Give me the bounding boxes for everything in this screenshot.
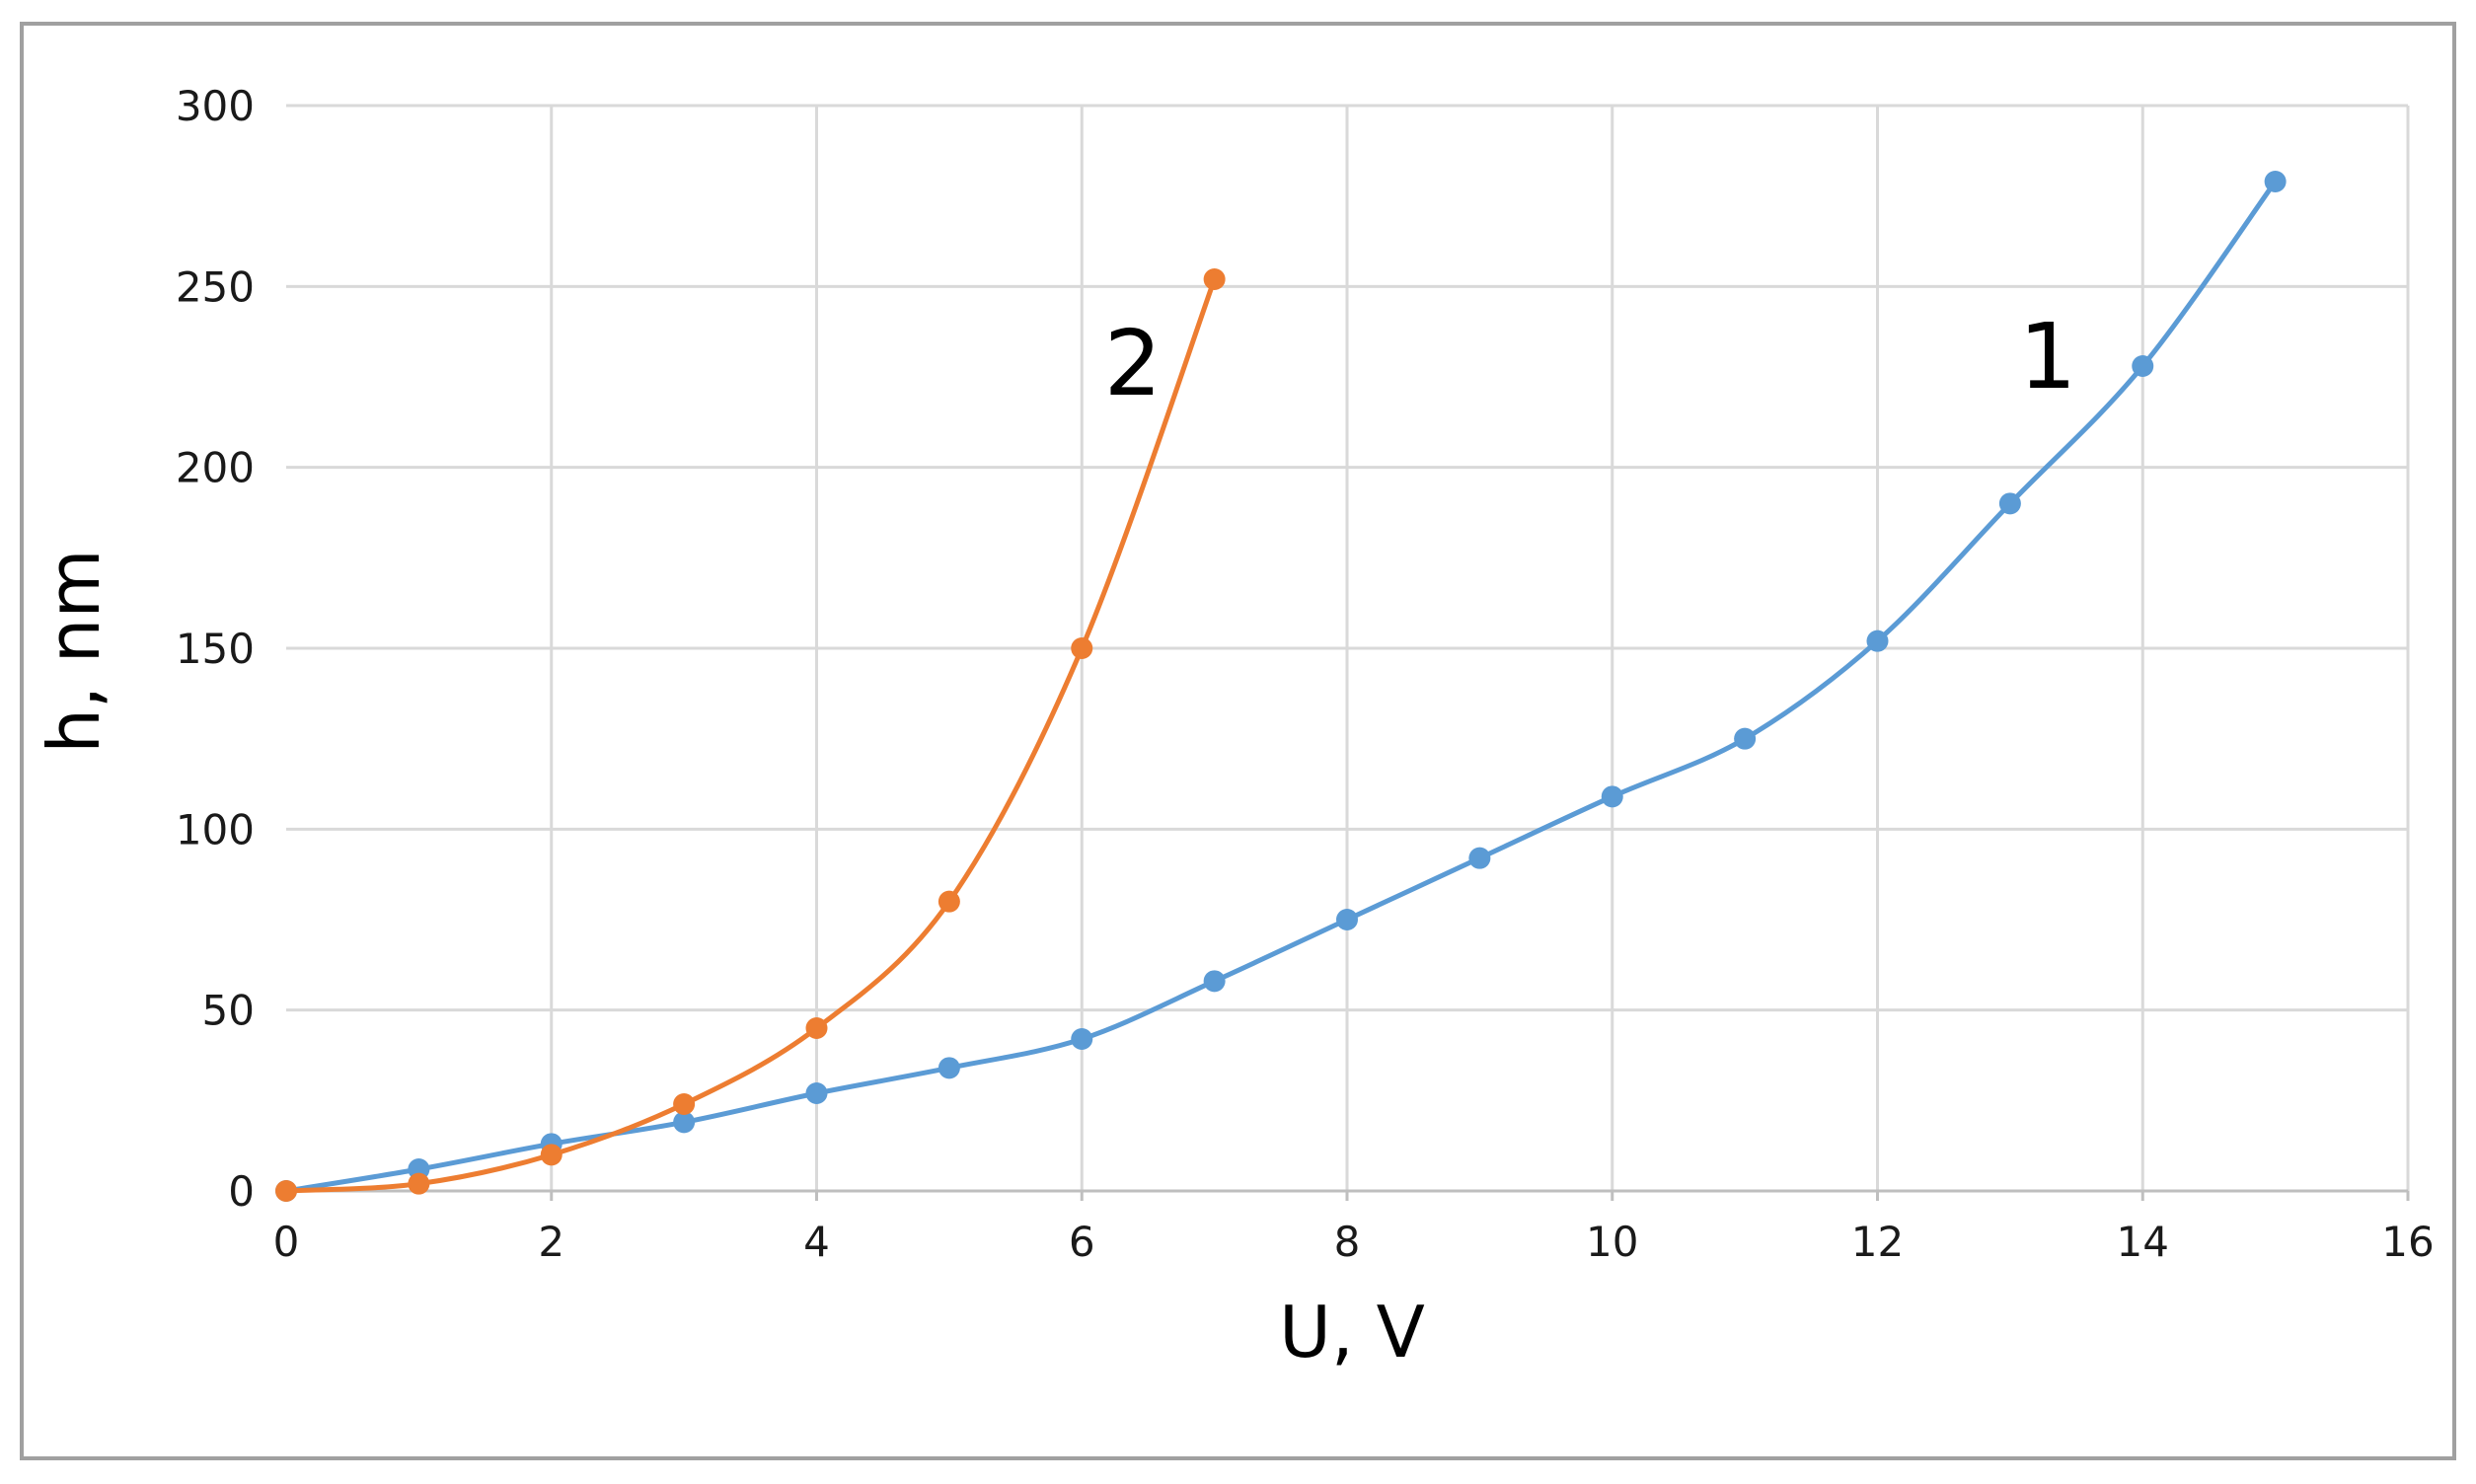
y-axis-title: h, nm (33, 549, 115, 753)
series-1-point (1336, 909, 1358, 930)
y-tick-label: 50 (202, 987, 255, 1035)
x-axis-title: U, V (1279, 1291, 1425, 1373)
series-2-point (540, 1144, 563, 1166)
series-1-point (1734, 727, 1757, 750)
series-2-point (938, 890, 960, 913)
series-2-point (408, 1172, 430, 1195)
series-1-point (1203, 970, 1226, 993)
x-tick-label: 12 (1851, 1218, 1904, 1266)
y-tick-label: 200 (176, 444, 255, 492)
x-tick-label: 6 (1069, 1218, 1095, 1266)
series-2-point (1071, 637, 1093, 659)
series-1-label: 1 (2019, 304, 2077, 409)
series-1-point (2264, 171, 2287, 192)
series (275, 171, 2287, 1202)
y-tick-label: 150 (176, 625, 255, 673)
y-tick-label: 300 (176, 82, 255, 130)
y-tick-labels: 0 50 100 150 200 250 300 (176, 82, 255, 1216)
x-tick-label: 0 (273, 1218, 300, 1266)
x-tick-label: 8 (1334, 1218, 1361, 1266)
series-2-point (673, 1093, 696, 1115)
chart-frame (20, 22, 2456, 1460)
series-1-point (2132, 355, 2154, 377)
grid-lines (286, 104, 2410, 1191)
series-2-point (1203, 268, 1226, 290)
x-tick-labels: 0 2 4 6 8 10 12 14 16 (273, 1218, 2435, 1266)
x-tick-label: 10 (1586, 1218, 1638, 1266)
series-1-point (1468, 847, 1491, 869)
series-2-point (275, 1180, 297, 1202)
axes (284, 1189, 2410, 1201)
series-2-label: 2 (1104, 311, 1163, 416)
series-1-point (1071, 1028, 1093, 1050)
series-1-point (938, 1057, 960, 1079)
x-tick-label: 16 (2381, 1218, 2434, 1266)
series-1-point (673, 1111, 696, 1134)
x-tick-label: 4 (803, 1218, 830, 1266)
series-1-point (1866, 630, 1889, 652)
series-2-line (283, 276, 1218, 1194)
y-tick-label: 100 (176, 805, 255, 853)
x-tick-label: 2 (538, 1218, 564, 1266)
series-1-point (1998, 492, 2021, 515)
series-2-point (805, 1017, 828, 1039)
series-1-point (1601, 785, 1623, 808)
x-tick-label: 14 (2117, 1218, 2169, 1266)
series-1-point (805, 1082, 828, 1104)
series-1-line (283, 179, 2279, 1194)
y-tick-label: 0 (228, 1167, 255, 1216)
y-tick-label: 250 (176, 262, 255, 311)
